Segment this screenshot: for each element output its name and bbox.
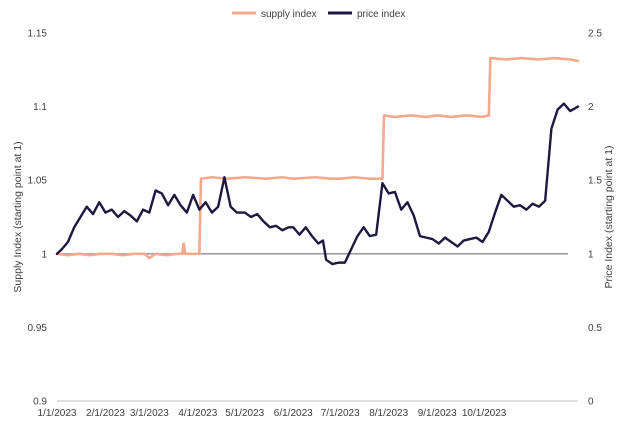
y-right-tick-label: 1.5 — [588, 176, 602, 187]
x-tick-label: 3/1/2023 — [130, 408, 169, 419]
y-right-tick-label: 0 — [588, 397, 594, 408]
y-left-tick-label: 1.15 — [28, 29, 48, 40]
y-left-tick-label: 0.9 — [33, 397, 47, 408]
x-tick-label: 7/1/2023 — [321, 408, 360, 419]
y-left-tick-label: 1 — [41, 249, 47, 260]
y-right-tick-label: 2.5 — [588, 29, 602, 40]
x-axis-ticks: 1/1/2023 2/1/2023 3/1/2023 4/1/2023 5/1/2023… — [38, 408, 507, 419]
series-line-supply-index — [55, 56, 580, 260]
y-axis-left-ticks: 0.9 0.95 1 1.05 1.1 1.15 — [28, 29, 48, 408]
legend: supply index price index — [232, 9, 405, 20]
y-axis-right-ticks: 0 0.5 1 1.5 2 2.5 — [588, 29, 602, 408]
y-axis-left-title: Supply Index (starting point at 1) — [12, 141, 24, 292]
y-right-tick-label: 1 — [588, 249, 594, 260]
x-tick-label: 4/1/2023 — [178, 408, 217, 419]
x-tick-label: 8/1/2023 — [369, 408, 408, 419]
legend-label-price: price index — [357, 9, 405, 20]
y-right-tick-label: 0.5 — [588, 323, 602, 334]
x-tick-label: 10/1/2023 — [462, 408, 507, 419]
x-tick-label: 1/1/2023 — [38, 408, 77, 419]
x-tick-label: 5/1/2023 — [225, 408, 264, 419]
series-line-price-index — [55, 102, 580, 266]
x-tick-label: 2/1/2023 — [86, 408, 125, 419]
x-tick-label: 6/1/2023 — [274, 408, 313, 419]
y-right-tick-label: 2 — [588, 102, 594, 113]
y-left-tick-label: 0.95 — [28, 323, 48, 334]
x-tick-label: 9/1/2023 — [418, 408, 457, 419]
y-axis-right-title: Price Index (starting point at 1) — [603, 146, 615, 289]
legend-label-supply: supply index — [261, 9, 317, 20]
y-left-tick-label: 1.05 — [28, 176, 48, 187]
y-left-tick-label: 1.1 — [33, 102, 47, 113]
